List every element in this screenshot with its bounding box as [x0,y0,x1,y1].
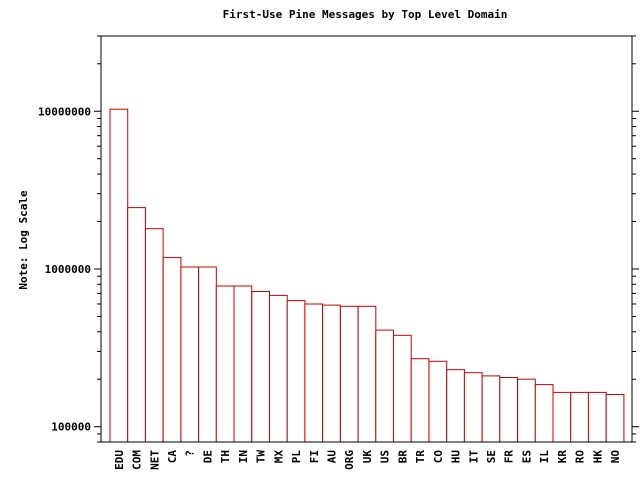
x-tick-label: AU [326,450,339,464]
x-tick-label: TR [414,450,427,464]
bar-KR [552,391,572,443]
x-tick-label: IL [538,450,551,464]
x-tick-label: CA [166,450,179,464]
bar-COM [127,207,146,443]
x-tick-label: COM [131,450,144,470]
bar-IN [233,285,253,443]
bar-TW [251,291,271,443]
bar-UK [357,305,377,443]
bar-DE [198,266,217,443]
bar-? [180,266,200,443]
bar-FI [304,303,324,443]
bar-SE [481,375,501,443]
bar-HU [446,369,465,443]
x-tick-label: EDU [113,450,126,470]
x-tick-label: UK [361,450,374,464]
bar-CA [162,257,182,443]
x-tick-label: TW [255,450,268,464]
x-tick-label: NO [609,450,622,464]
x-tick-label: PL [290,450,303,464]
bar-TH [215,285,235,443]
x-tick-label: KR [556,450,569,464]
x-tick-label: SE [485,450,498,463]
x-tick-label: US [379,450,392,463]
bar-CO [428,360,448,443]
x-tick-label: HK [591,450,604,464]
x-tick-label: FI [308,450,321,463]
y-tick-label: 1000000 [45,263,91,276]
x-tick-label: NET [148,450,161,470]
x-axis-labels: EDU COM NET CA? DE TH IN TW MX PL FI AU ORG UK US BR TR C… [113,450,622,470]
y-tick-label: 100000 [51,421,91,434]
x-tick-label: BR [396,450,409,464]
x-tick-label: TH [219,450,232,463]
plot-frame [100,35,633,443]
bar-MX [269,294,288,443]
bar-NO [605,394,625,443]
y-axis-ticks: 100000 1000000 10000000 [38,35,639,443]
y-tick-label: 10000000 [38,105,91,118]
x-tick-label: RO [574,450,587,464]
x-tick-label: DE [202,450,215,463]
x-tick-label: ES [520,450,533,463]
bar-TR [410,358,430,443]
bar-HK [587,391,607,443]
bar-AU [322,304,341,443]
x-tick-label: ORG [343,450,356,470]
bar-IT [463,372,483,443]
bar-BR [393,334,412,443]
bars-group [109,108,625,443]
bar-EDU [109,108,129,443]
x-tick-label: FR [503,450,516,464]
x-tick-label: ? [184,450,197,457]
bar-ORG [339,305,359,443]
y-axis-label: Note: Log Scale [17,190,30,290]
x-tick-label: IT [467,450,480,464]
chart-title: First-Use Pine Messages by Top Level Dom… [223,8,508,21]
bar-RO [570,391,589,443]
bar-IL [534,384,554,443]
bar-US [375,329,395,443]
x-tick-label: CO [432,450,445,464]
x-tick-label: MX [272,450,285,464]
x-tick-label: IN [237,450,250,463]
bar-ES [517,378,536,443]
bar-NET [144,228,164,443]
bar-PL [286,300,306,443]
bar-FR [499,377,519,443]
x-tick-label: HU [450,450,463,464]
